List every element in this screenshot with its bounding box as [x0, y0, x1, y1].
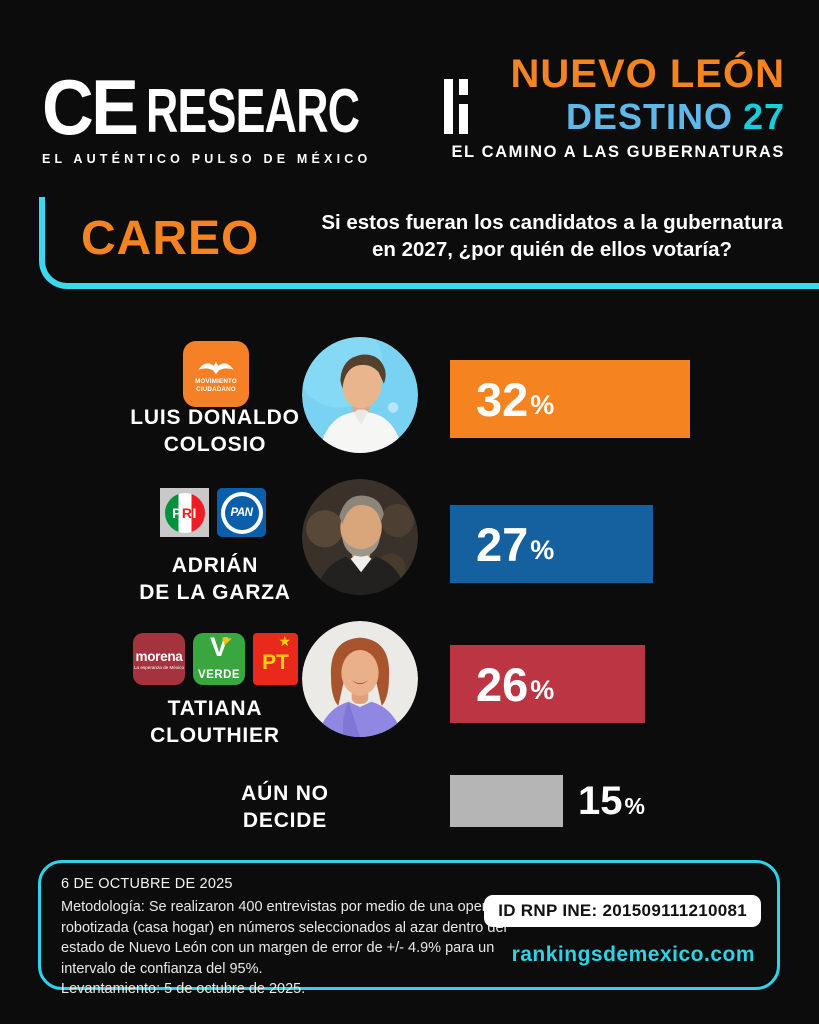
program-name: DESTINO — [565, 96, 733, 137]
pan-ring-icon: PAN — [220, 491, 263, 534]
website-link[interactable]: rankingsdemexico.com — [511, 943, 755, 966]
candidate-name-delagarza: ADRIÁN DE LA GARZA — [139, 554, 291, 605]
question-line1: Si estos fueran los candidatos a la gube… — [321, 211, 783, 234]
program-number: 27 — [742, 96, 785, 137]
rnp-ine-id-badge: ID RNP INE: 201509111210081 — [484, 895, 761, 927]
row3-party-logos: morena La esperanza de México V VERDE ★ … — [133, 633, 298, 685]
pri-tricolor-icon: PRI — [164, 492, 205, 533]
bar-undecided — [450, 775, 563, 827]
brand-logo-h-bars-icon — [443, 79, 474, 139]
brand-logo: CE RESEARC EL AUTÉNTICO PULSO DE MÉXICO — [42, 66, 474, 166]
label-aun-no-decide: AÚN NO DECIDE — [241, 782, 329, 833]
candidate-name-clouthier: TATIANA CLOUTHIER — [150, 697, 280, 748]
pt-party-logo: ★ PT — [253, 633, 298, 685]
question-line2: en 2027, ¿por quién de ellos votaría? — [372, 238, 732, 262]
careo-label: CAREO — [81, 212, 260, 265]
bar-colosio: 32% — [450, 360, 690, 438]
program-subtitle: EL CAMINO A LAS GUBERNATURAS — [451, 143, 785, 162]
brand-logo-ce: CE — [42, 63, 139, 152]
bar-undecided-label: 15% — [578, 778, 645, 823]
bar-clouthier: 26% — [450, 645, 645, 723]
footer-date: 6 DE OCTUBRE DE 2025 — [61, 876, 233, 892]
footer-box: 6 DE OCTUBRE DE 2025 Metodología: Se rea… — [38, 860, 780, 997]
candidate-photo-delagarza — [302, 479, 418, 595]
masthead: NUEVO LEÓN DESTINO 27 EL CAMINO A LAS GUB… — [451, 52, 785, 162]
bar-delagarza-value: 27 — [476, 517, 529, 571]
bar-delagarza-unit: % — [530, 534, 555, 565]
bar-clouthier-value: 26 — [476, 657, 529, 711]
state-title: NUEVO LEÓN — [510, 52, 785, 96]
mc-eagle-icon — [198, 361, 234, 375]
mc-party-logo: MOVIMIENTO CIUDADANO — [183, 341, 249, 407]
bar-delagarza: 27% — [450, 505, 653, 583]
row1-party-logos: MOVIMIENTO CIUDADANO — [183, 341, 249, 407]
footer-methodology: Metodología: Se realizaron 400 entrevist… — [61, 899, 524, 998]
question-banner: CAREO Si estos fueran los candidatos a l… — [39, 197, 819, 289]
bar-colosio-unit: % — [530, 389, 555, 420]
pri-party-logo: PRI — [160, 488, 209, 537]
program-title: DESTINO 27 — [451, 96, 785, 137]
brand-tagline: EL AUTÉNTICO PULSO DE MÉXICO — [42, 152, 372, 166]
verde-party-logo: V VERDE — [193, 633, 245, 685]
row2-party-logos: PRI PAN — [160, 488, 266, 537]
question-text: Si estos fueran los candidatos a la gube… — [297, 209, 807, 263]
pan-party-logo: PAN — [217, 488, 266, 537]
bar-clouthier-unit: % — [530, 674, 555, 705]
pt-star-icon: ★ — [278, 633, 291, 649]
brand-logo-research: RESEARC — [146, 77, 360, 147]
bar-colosio-value: 32 — [476, 372, 529, 426]
candidate-name-colosio: LUIS DONALDO COLOSIO — [130, 406, 300, 457]
candidate-photo-clouthier — [302, 621, 418, 737]
morena-party-logo: morena La esperanza de México — [133, 633, 185, 685]
mc-party-logo-text: MOVIMIENTO CIUDADANO — [195, 378, 237, 393]
candidate-photo-colosio — [302, 337, 418, 453]
